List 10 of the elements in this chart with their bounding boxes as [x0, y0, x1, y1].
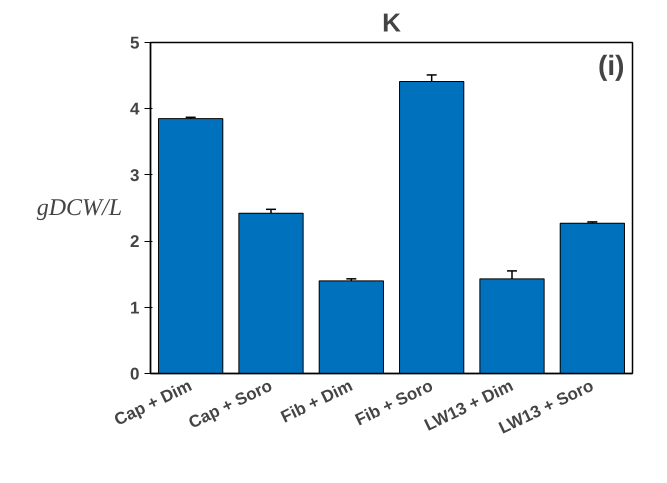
- y-tick-label: 4: [130, 100, 140, 119]
- annotation: (i): [598, 50, 624, 82]
- chart-title: K: [382, 8, 402, 38]
- y-tick-label: 3: [130, 166, 140, 185]
- y-tick-label: 0: [130, 364, 140, 384]
- x-tick-label: Fib + Dim: [278, 376, 356, 427]
- y-tick-label: 5: [130, 34, 140, 52]
- y-axis-title: gDCW/L: [36, 195, 122, 221]
- y-tick-label: 1: [130, 298, 140, 318]
- y-tick-label: 2: [130, 232, 140, 252]
